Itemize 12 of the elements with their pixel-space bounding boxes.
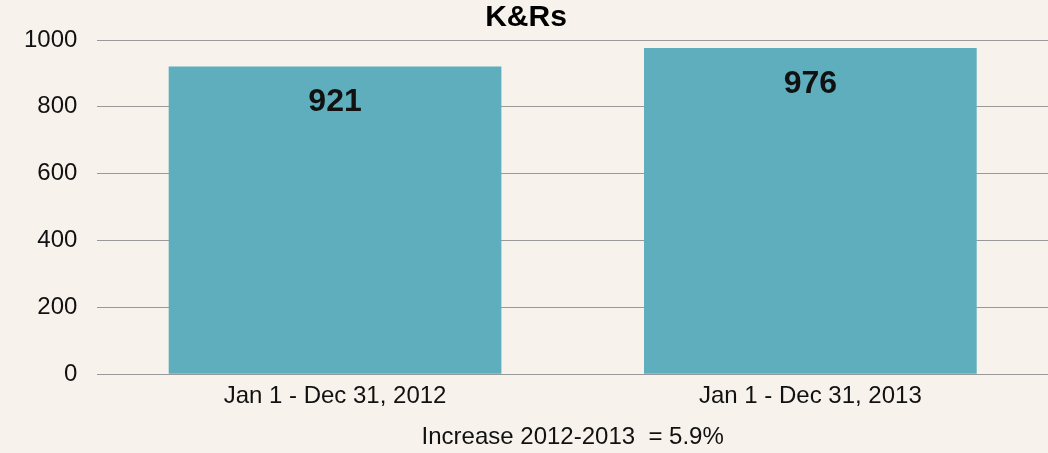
- text: Increase 2012-2013 = 5.9%: [421, 421, 724, 449]
- y-tick-label: 0: [64, 358, 78, 386]
- y-tick-label: 400: [37, 225, 78, 253]
- y-tick-label: 800: [37, 91, 78, 119]
- chart-title: K&Rs: [485, 0, 567, 33]
- y-tick-label: 200: [37, 291, 78, 319]
- data-label: 921: [308, 82, 362, 119]
- y-tick-label: 600: [37, 158, 78, 186]
- x-tick-label: Jan 1 - Dec 31, 2013: [698, 381, 922, 409]
- data-label: 976: [783, 63, 838, 100]
- y-tick-label: 1000: [24, 24, 78, 52]
- x-tick-label: Jan 1 - Dec 31, 2012: [223, 381, 447, 409]
